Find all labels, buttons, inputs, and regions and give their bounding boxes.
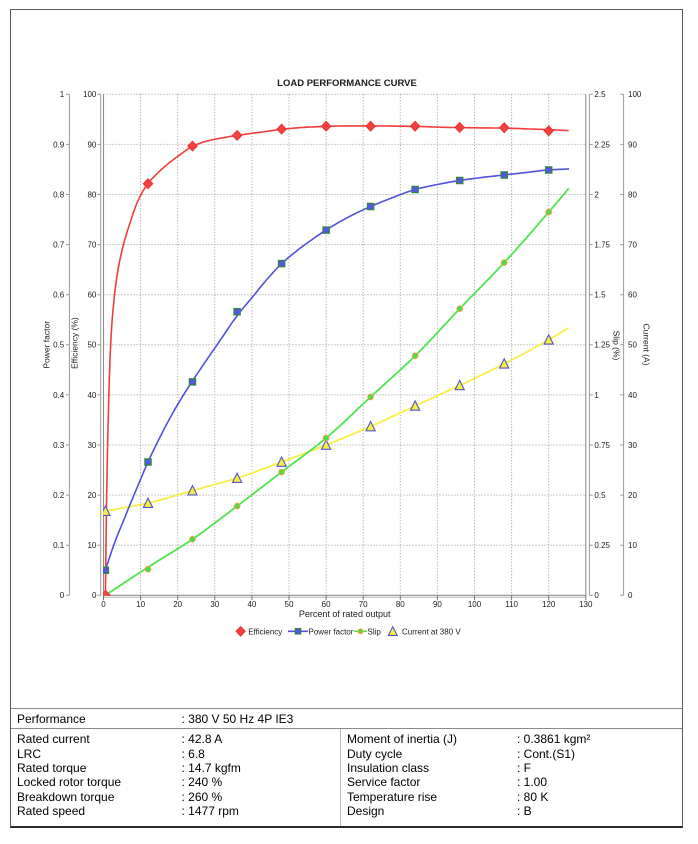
svg-text:0.5: 0.5 bbox=[594, 491, 606, 500]
svg-text:70: 70 bbox=[359, 600, 368, 609]
svg-text:60: 60 bbox=[322, 600, 331, 609]
svg-text:0: 0 bbox=[628, 591, 633, 600]
svg-text:2.5: 2.5 bbox=[594, 90, 606, 99]
svg-text:100: 100 bbox=[83, 90, 97, 99]
svg-text:0.25: 0.25 bbox=[594, 541, 610, 550]
svg-text:50: 50 bbox=[628, 341, 637, 350]
svg-text:Efficiency (%): Efficiency (%) bbox=[70, 317, 80, 369]
svg-text:70: 70 bbox=[628, 241, 637, 250]
svg-text:0: 0 bbox=[594, 591, 599, 600]
svg-text:Efficiency: Efficiency bbox=[248, 627, 282, 636]
svg-text:Slip (%): Slip (%) bbox=[612, 331, 622, 361]
svg-text:80: 80 bbox=[87, 190, 96, 199]
svg-text:0.1: 0.1 bbox=[53, 541, 65, 550]
svg-text:Current (A): Current (A) bbox=[642, 323, 652, 365]
svg-text:70: 70 bbox=[87, 241, 96, 250]
svg-text:2.25: 2.25 bbox=[594, 140, 610, 149]
svg-text:30: 30 bbox=[628, 441, 637, 450]
svg-text:Slip: Slip bbox=[368, 627, 382, 636]
svg-text:0.3: 0.3 bbox=[53, 441, 65, 450]
svg-text:30: 30 bbox=[87, 441, 96, 450]
svg-text:30: 30 bbox=[210, 600, 219, 609]
svg-text:50: 50 bbox=[285, 600, 294, 609]
svg-text:40: 40 bbox=[87, 391, 96, 400]
svg-text:Percent of rated output: Percent of rated output bbox=[299, 609, 391, 619]
svg-text:40: 40 bbox=[628, 391, 637, 400]
svg-text:10: 10 bbox=[628, 541, 637, 550]
svg-text:0.8: 0.8 bbox=[53, 190, 65, 199]
svg-text:2: 2 bbox=[594, 190, 599, 199]
svg-text:20: 20 bbox=[628, 491, 637, 500]
svg-text:Power factor: Power factor bbox=[42, 321, 52, 369]
svg-text:1: 1 bbox=[60, 90, 65, 99]
svg-text:0: 0 bbox=[60, 591, 65, 600]
svg-text:120: 120 bbox=[542, 600, 556, 609]
svg-text:0.75: 0.75 bbox=[594, 441, 610, 450]
svg-text:1: 1 bbox=[594, 391, 599, 400]
svg-text:0.9: 0.9 bbox=[53, 140, 65, 149]
svg-text:20: 20 bbox=[173, 600, 182, 609]
svg-text:80: 80 bbox=[396, 600, 405, 609]
svg-text:10: 10 bbox=[136, 600, 145, 609]
svg-text:20: 20 bbox=[87, 491, 96, 500]
svg-text:1.5: 1.5 bbox=[594, 291, 606, 300]
svg-text:60: 60 bbox=[87, 291, 96, 300]
svg-text:0.2: 0.2 bbox=[53, 491, 65, 500]
svg-text:0.7: 0.7 bbox=[53, 241, 65, 250]
svg-text:90: 90 bbox=[433, 600, 442, 609]
svg-text:0.4: 0.4 bbox=[53, 391, 65, 400]
svg-text:90: 90 bbox=[628, 140, 637, 149]
svg-text:80: 80 bbox=[628, 190, 637, 199]
svg-text:0.6: 0.6 bbox=[53, 291, 65, 300]
svg-text:1.25: 1.25 bbox=[594, 341, 610, 350]
svg-text:0: 0 bbox=[92, 591, 97, 600]
svg-text:130: 130 bbox=[579, 600, 593, 609]
svg-text:LOAD PERFORMANCE CURVE: LOAD PERFORMANCE CURVE bbox=[277, 78, 417, 89]
svg-text:10: 10 bbox=[87, 541, 96, 550]
svg-text:60: 60 bbox=[628, 291, 637, 300]
svg-text:Power factor: Power factor bbox=[309, 627, 354, 636]
svg-text:90: 90 bbox=[87, 140, 96, 149]
svg-text:0: 0 bbox=[101, 600, 106, 609]
svg-text:1.75: 1.75 bbox=[594, 241, 610, 250]
svg-text:100: 100 bbox=[628, 90, 642, 99]
svg-text:Current at 380 V: Current at 380 V bbox=[402, 627, 461, 636]
svg-text:40: 40 bbox=[247, 600, 256, 609]
svg-text:0.5: 0.5 bbox=[53, 341, 65, 350]
svg-text:50: 50 bbox=[87, 341, 96, 350]
svg-text:100: 100 bbox=[468, 600, 482, 609]
svg-text:110: 110 bbox=[505, 600, 518, 609]
